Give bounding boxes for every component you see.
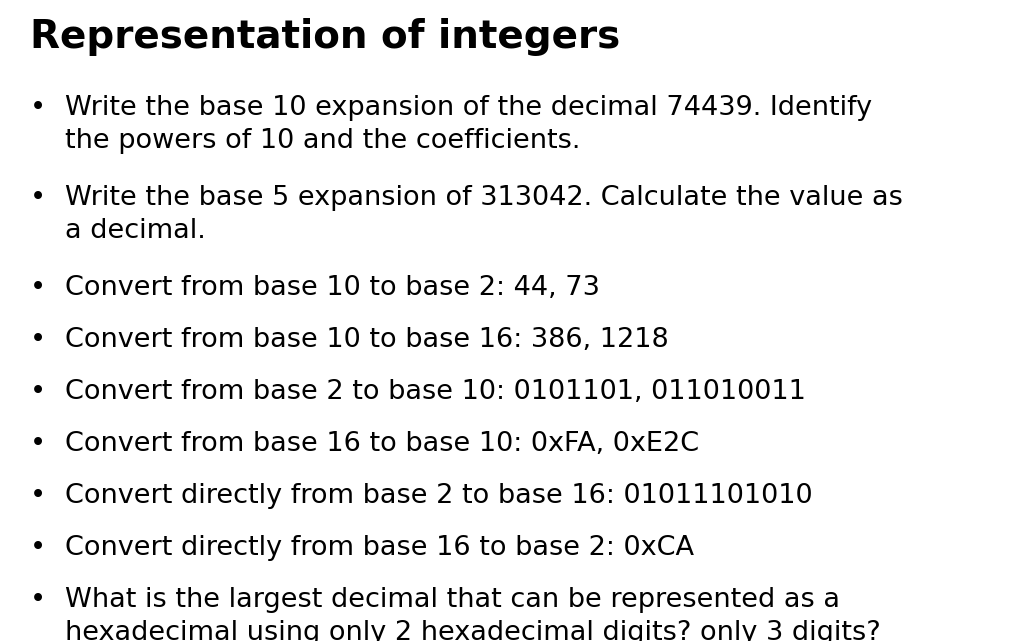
Text: Write the base 5 expansion of 313042. Calculate the value as
a decimal.: Write the base 5 expansion of 313042. Ca… (65, 185, 903, 244)
Text: •: • (30, 431, 46, 457)
Text: •: • (30, 95, 46, 121)
Text: Representation of integers: Representation of integers (30, 18, 621, 56)
Text: •: • (30, 185, 46, 211)
Text: •: • (30, 483, 46, 509)
Text: Convert from base 16 to base 10: 0xFA, 0xE2C: Convert from base 16 to base 10: 0xFA, 0… (65, 431, 699, 457)
Text: Convert directly from base 16 to base 2: 0xCA: Convert directly from base 16 to base 2:… (65, 535, 694, 561)
Text: Convert directly from base 2 to base 16: 01011101010: Convert directly from base 2 to base 16:… (65, 483, 813, 509)
Text: •: • (30, 379, 46, 405)
Text: •: • (30, 535, 46, 561)
Text: •: • (30, 275, 46, 301)
Text: Write the base 10 expansion of the decimal 74439. Identify
the powers of 10 and : Write the base 10 expansion of the decim… (65, 95, 872, 154)
Text: Convert from base 2 to base 10: 0101101, 011010011: Convert from base 2 to base 10: 0101101,… (65, 379, 806, 405)
Text: •: • (30, 587, 46, 613)
Text: Convert from base 10 to base 16: 386, 1218: Convert from base 10 to base 16: 386, 12… (65, 327, 669, 353)
Text: What is the largest decimal that can be represented as a
hexadecimal using only : What is the largest decimal that can be … (65, 587, 881, 641)
Text: •: • (30, 327, 46, 353)
Text: Convert from base 10 to base 2: 44, 73: Convert from base 10 to base 2: 44, 73 (65, 275, 600, 301)
